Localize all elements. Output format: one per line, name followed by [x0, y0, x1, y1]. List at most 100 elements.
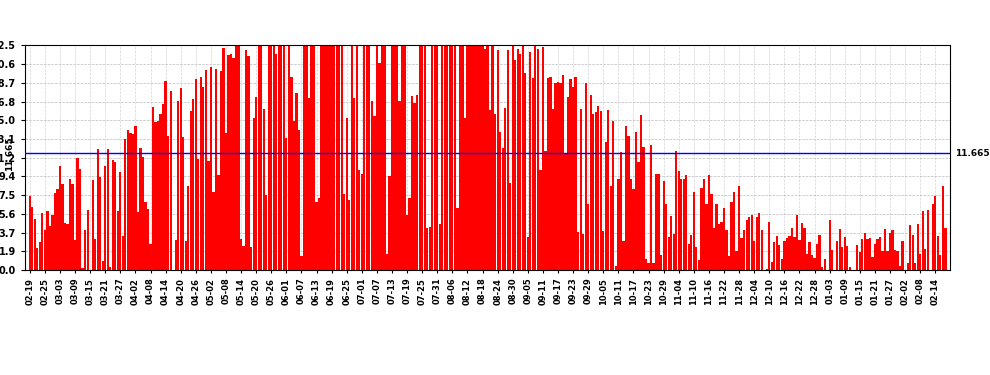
Bar — [633, 189, 635, 270]
Bar — [207, 161, 210, 270]
Bar — [837, 240, 839, 270]
Bar — [344, 194, 346, 270]
Bar — [776, 236, 778, 270]
Bar — [393, 45, 396, 270]
Bar — [272, 45, 275, 270]
Bar — [861, 239, 863, 270]
Bar — [512, 45, 514, 270]
Bar — [932, 204, 934, 270]
Bar — [750, 216, 752, 270]
Bar — [625, 126, 627, 270]
Bar — [897, 251, 899, 270]
Bar — [44, 230, 46, 270]
Bar — [431, 45, 434, 270]
Bar — [421, 45, 424, 270]
Bar — [336, 45, 338, 270]
Bar — [419, 45, 421, 270]
Bar — [358, 170, 360, 270]
Bar — [748, 217, 750, 270]
Bar — [195, 79, 197, 270]
Bar — [202, 87, 205, 270]
Bar — [383, 45, 385, 270]
Bar — [530, 52, 532, 270]
Bar — [243, 246, 245, 270]
Bar — [535, 45, 537, 270]
Bar — [753, 241, 755, 270]
Bar — [544, 152, 546, 270]
Bar — [866, 239, 868, 270]
Bar — [365, 45, 368, 270]
Bar — [376, 45, 378, 270]
Bar — [728, 256, 731, 270]
Bar — [255, 97, 257, 270]
Bar — [474, 45, 476, 270]
Bar — [486, 45, 489, 270]
Bar — [612, 121, 615, 270]
Bar — [562, 75, 564, 270]
Bar — [130, 134, 132, 270]
Bar — [217, 175, 220, 270]
Bar — [220, 71, 222, 270]
Bar — [442, 45, 444, 270]
Bar — [353, 98, 355, 270]
Bar — [640, 115, 643, 270]
Bar — [238, 45, 240, 270]
Bar — [97, 149, 99, 270]
Bar — [446, 45, 448, 270]
Bar — [132, 134, 134, 270]
Bar — [912, 234, 914, 270]
Bar — [655, 174, 657, 270]
Bar — [848, 267, 851, 270]
Bar — [738, 186, 741, 270]
Bar — [205, 70, 207, 270]
Bar — [169, 91, 172, 270]
Bar — [64, 223, 66, 270]
Bar — [107, 148, 109, 270]
Bar — [350, 45, 352, 270]
Bar — [233, 58, 235, 270]
Bar — [245, 50, 248, 270]
Bar — [909, 225, 911, 270]
Bar — [770, 262, 773, 270]
Bar — [902, 242, 904, 270]
Bar — [786, 238, 788, 270]
Bar — [698, 260, 700, 270]
Bar — [743, 230, 745, 270]
Bar — [230, 54, 232, 270]
Bar — [647, 263, 649, 270]
Bar — [434, 45, 436, 270]
Bar — [167, 136, 169, 270]
Bar — [919, 254, 922, 270]
Bar — [154, 122, 156, 270]
Bar — [58, 166, 61, 270]
Bar — [537, 49, 539, 270]
Bar — [829, 220, 831, 270]
Bar — [147, 209, 149, 270]
Bar — [71, 184, 73, 270]
Bar — [693, 192, 695, 270]
Bar — [542, 46, 545, 270]
Bar — [811, 255, 813, 270]
Bar — [235, 46, 238, 270]
Bar — [672, 234, 675, 270]
Bar — [338, 45, 341, 270]
Bar — [248, 57, 249, 270]
Bar — [824, 259, 826, 270]
Bar — [590, 95, 592, 270]
Bar — [479, 45, 481, 270]
Bar — [182, 137, 184, 270]
Bar — [225, 134, 227, 270]
Bar — [879, 237, 881, 270]
Bar — [858, 252, 861, 270]
Bar — [670, 216, 672, 270]
Bar — [650, 145, 652, 270]
Bar — [117, 211, 119, 270]
Bar — [723, 208, 725, 270]
Bar — [275, 54, 277, 270]
Bar — [164, 81, 166, 270]
Bar — [572, 87, 574, 270]
Bar — [484, 50, 486, 270]
Bar — [783, 241, 785, 270]
Bar — [416, 95, 419, 270]
Bar — [31, 207, 34, 270]
